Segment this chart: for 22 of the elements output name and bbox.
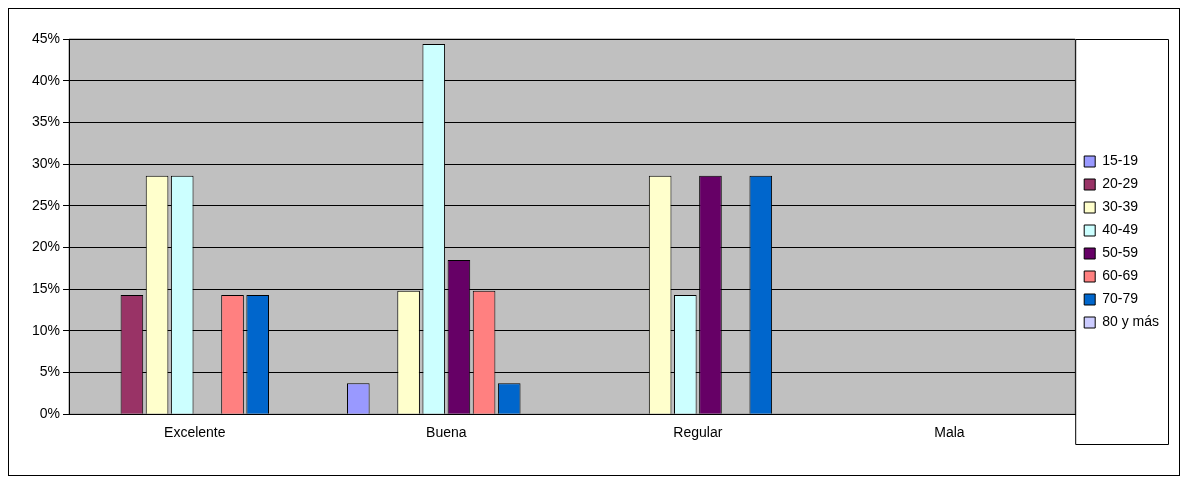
x-tick-label: Mala [934, 424, 965, 441]
y-tick-label: 35% [31, 113, 61, 130]
y-tick-label: 40% [31, 71, 61, 88]
y-tick-label: 45% [31, 29, 61, 46]
y-tick-label: 25% [31, 196, 61, 213]
y-tick-label: 30% [31, 154, 61, 171]
legend-label: 15-19 [1102, 152, 1139, 169]
x-tick-label: Regular [673, 424, 723, 441]
x-tick-label: Excelente [164, 424, 226, 441]
legend-label: 30-39 [1102, 198, 1139, 215]
legend-label: 70-79 [1102, 290, 1139, 307]
legend-label: 50-59 [1102, 244, 1139, 261]
legend-label: 60-69 [1102, 267, 1139, 284]
y-tick-label: 15% [31, 279, 61, 296]
y-tick-label: 5% [39, 363, 61, 380]
legend-label: 40-49 [1102, 221, 1139, 238]
legend-label: 80 y más [1102, 313, 1160, 330]
legend-label: 20-29 [1102, 175, 1139, 192]
y-tick-label: 0% [39, 405, 61, 422]
y-tick-label: 20% [31, 238, 61, 255]
x-tick-label: Buena [426, 424, 467, 441]
y-tick-label: 10% [31, 321, 61, 338]
